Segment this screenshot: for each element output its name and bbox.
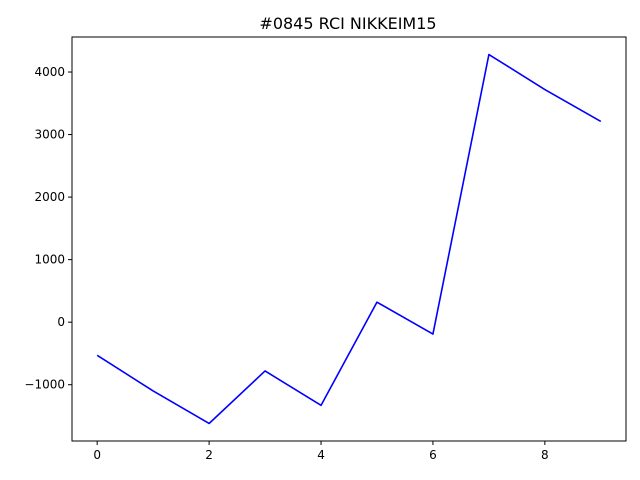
x-tick-label-4: 4 (317, 448, 325, 462)
x-tick-label-2: 2 (205, 448, 213, 462)
y-tick-label-1: 0 (57, 315, 65, 329)
plot-frame (71, 36, 627, 442)
y-tick-label-3: 2000 (34, 190, 65, 204)
y-tick-label-5: 4000 (34, 65, 65, 79)
y-tick-label-0: −1000 (24, 378, 65, 392)
x-tick-label-6: 6 (429, 448, 437, 462)
plot-area: 0 2 4 6 8 −1000 0 1000 2000 3000 4000 (24, 36, 627, 462)
x-tick-label-0: 0 (93, 448, 101, 462)
y-tick-label-4: 3000 (34, 128, 65, 142)
chart-title: #0845 RCI NIKKEIM15 (259, 14, 436, 33)
y-tick-label-2: 1000 (34, 253, 65, 267)
x-tick-label-8: 8 (541, 448, 549, 462)
series-line-0 (96, 53, 602, 425)
